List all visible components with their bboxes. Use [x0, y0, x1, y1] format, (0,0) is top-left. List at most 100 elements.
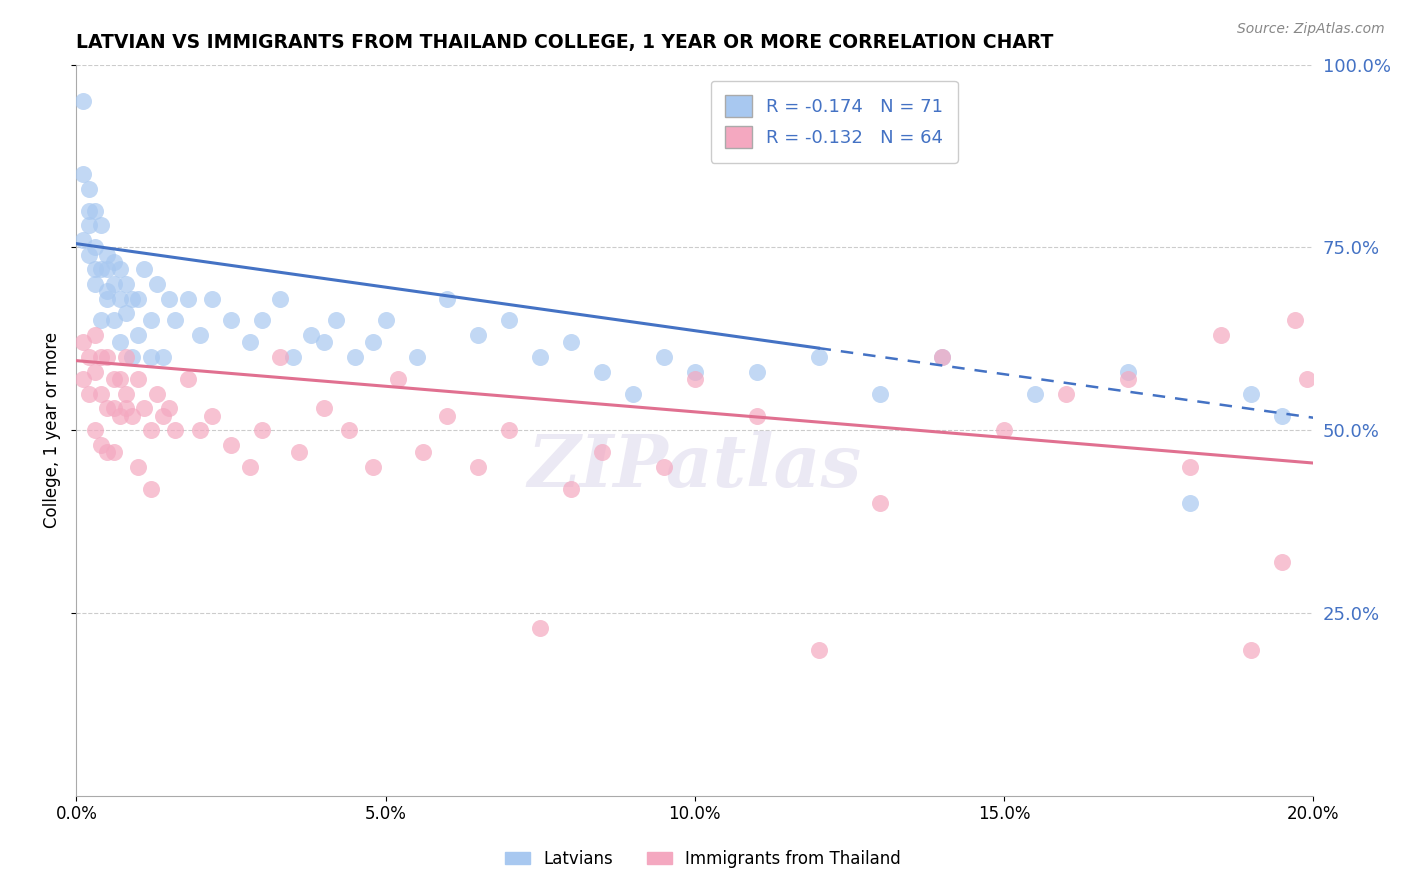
Point [269, 350, 291, 364]
Point [467, 459, 489, 474]
Point [134, 262, 156, 277]
Point [108, 409, 131, 423]
Point [931, 350, 953, 364]
Point [238, 335, 260, 350]
Point [108, 262, 131, 277]
Point [683, 365, 706, 379]
Point [103, 277, 125, 291]
Point [288, 445, 311, 459]
Y-axis label: College, 1 year or more: College, 1 year or more [44, 332, 60, 528]
Point [869, 386, 891, 401]
Point [1178, 459, 1201, 474]
Point [146, 277, 169, 291]
Point [312, 335, 335, 350]
Point [72, 233, 94, 247]
Point [312, 401, 335, 416]
Point [139, 313, 162, 327]
Point [90, 313, 112, 327]
Point [1240, 642, 1263, 657]
Point [807, 642, 830, 657]
Point [250, 313, 273, 327]
Point [152, 350, 174, 364]
Point [1024, 386, 1046, 401]
Legend: R = -0.174   N = 71, R = -0.132   N = 64: R = -0.174 N = 71, R = -0.132 N = 64 [710, 81, 957, 163]
Point [103, 255, 125, 269]
Point [1271, 555, 1294, 569]
Point [201, 292, 224, 306]
Point [127, 292, 149, 306]
Point [84, 262, 107, 277]
Point [108, 292, 131, 306]
Text: Source: ZipAtlas.com: Source: ZipAtlas.com [1237, 22, 1385, 37]
Point [72, 335, 94, 350]
Point [1209, 328, 1232, 343]
Point [387, 372, 409, 386]
Point [115, 401, 138, 416]
Point [621, 386, 644, 401]
Point [560, 482, 582, 496]
Point [84, 203, 107, 218]
Point [146, 386, 169, 401]
Point [72, 94, 94, 108]
Point [436, 409, 458, 423]
Point [90, 386, 112, 401]
Point [96, 262, 118, 277]
Point [807, 350, 830, 364]
Point [337, 423, 360, 437]
Point [90, 438, 112, 452]
Point [103, 445, 125, 459]
Point [84, 240, 107, 254]
Point [1296, 372, 1319, 386]
Point [84, 423, 107, 437]
Point [238, 459, 260, 474]
Point [139, 482, 162, 496]
Point [96, 350, 118, 364]
Point [127, 372, 149, 386]
Point [139, 350, 162, 364]
Point [103, 401, 125, 416]
Point [1178, 496, 1201, 510]
Legend: Latvians, Immigrants from Thailand: Latvians, Immigrants from Thailand [499, 844, 907, 875]
Point [467, 328, 489, 343]
Point [177, 292, 200, 306]
Point [498, 313, 520, 327]
Point [96, 247, 118, 261]
Point [72, 167, 94, 181]
Point [115, 277, 138, 291]
Point [103, 313, 125, 327]
Point [177, 372, 200, 386]
Point [652, 350, 675, 364]
Point [127, 328, 149, 343]
Point [683, 372, 706, 386]
Point [1054, 386, 1077, 401]
Point [529, 621, 551, 635]
Point [498, 423, 520, 437]
Point [77, 247, 100, 261]
Point [134, 401, 156, 416]
Point [157, 292, 180, 306]
Point [931, 350, 953, 364]
Point [77, 350, 100, 364]
Point [108, 335, 131, 350]
Point [157, 401, 180, 416]
Point [152, 409, 174, 423]
Point [1116, 372, 1139, 386]
Point [343, 350, 366, 364]
Point [1284, 313, 1306, 327]
Point [121, 292, 143, 306]
Point [127, 459, 149, 474]
Point [77, 386, 100, 401]
Point [412, 445, 434, 459]
Point [90, 350, 112, 364]
Point [165, 313, 187, 327]
Point [652, 459, 675, 474]
Point [201, 409, 224, 423]
Point [121, 350, 143, 364]
Point [325, 313, 347, 327]
Text: ZIPatlas: ZIPatlas [527, 431, 862, 502]
Point [745, 365, 768, 379]
Point [96, 401, 118, 416]
Point [108, 372, 131, 386]
Point [1240, 386, 1263, 401]
Point [405, 350, 427, 364]
